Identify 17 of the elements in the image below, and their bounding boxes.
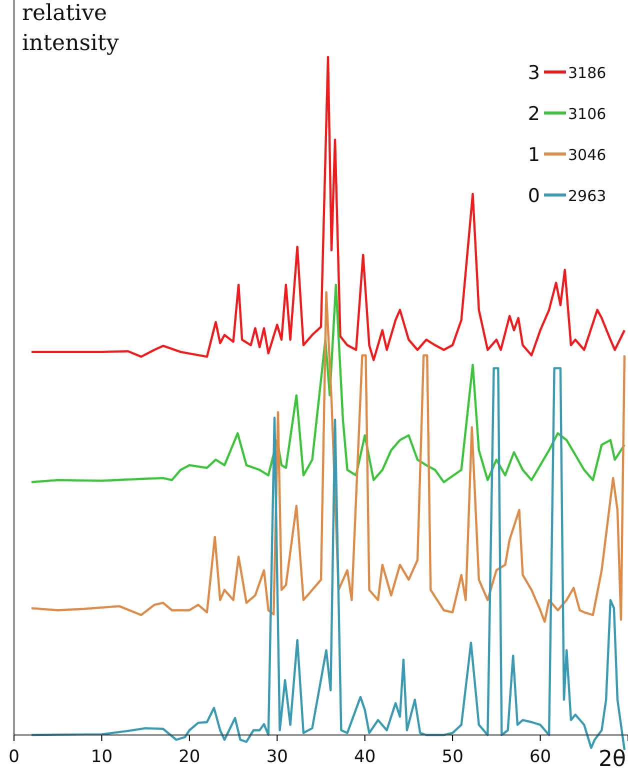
- x-axis-title: 2θ: [598, 747, 626, 771]
- x-tick-label: 20: [178, 746, 200, 767]
- legend-label: 3046: [568, 146, 606, 164]
- legend-label: 3106: [568, 105, 606, 123]
- x-tick-label: 50: [442, 746, 464, 767]
- x-tick-label: 40: [354, 746, 376, 767]
- x-tick-label: 30: [266, 746, 288, 767]
- legend-label: 3186: [568, 64, 606, 82]
- x-tick-label: 0: [8, 746, 20, 767]
- annotation: 3: [528, 62, 540, 84]
- x-tick-label: 10: [90, 746, 113, 767]
- y-axis-title: relative intensity: [22, 1, 120, 56]
- annotation: 2: [528, 103, 540, 125]
- annotation: 1: [528, 144, 540, 166]
- legend-label: 2963: [568, 187, 606, 205]
- annotation: 0: [528, 185, 540, 207]
- x-tick-label: 60: [529, 746, 552, 767]
